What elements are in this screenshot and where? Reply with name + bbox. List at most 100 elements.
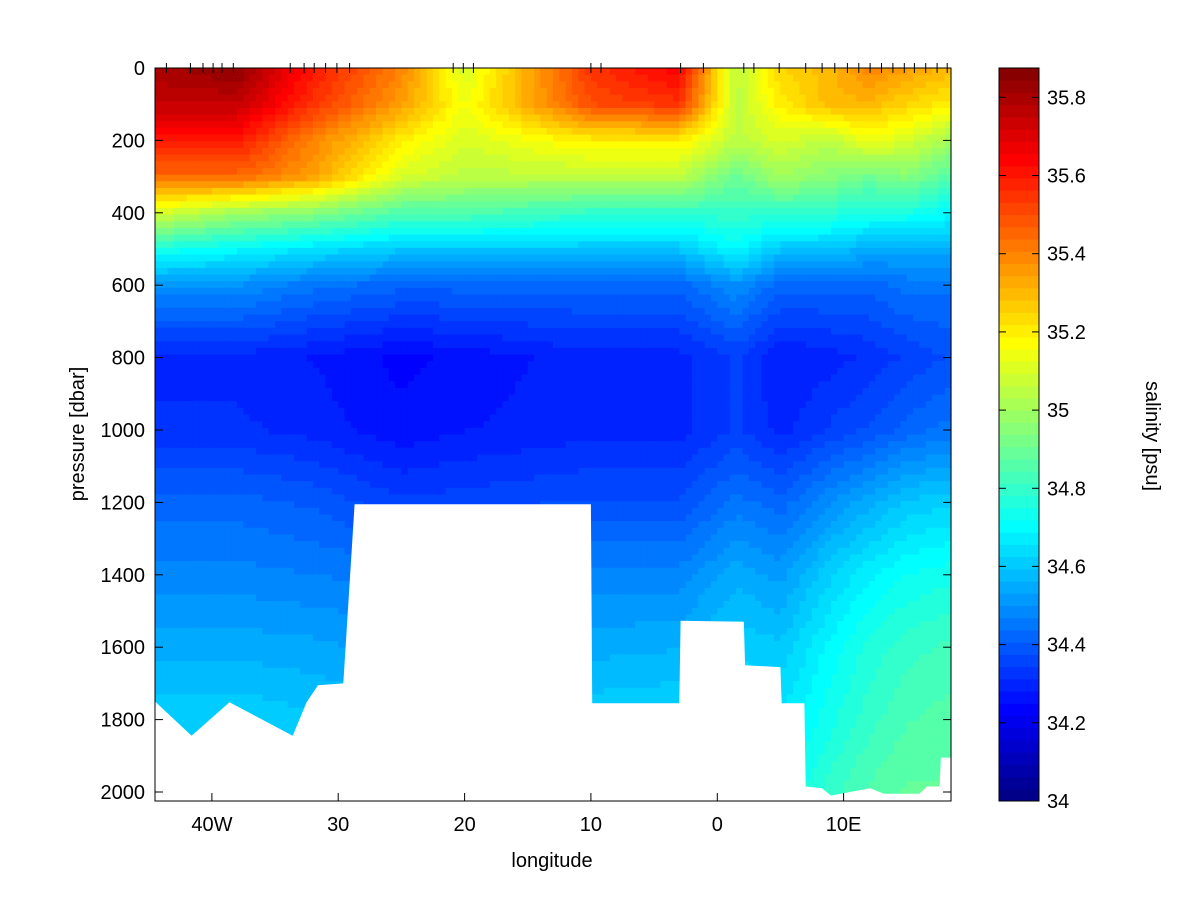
salinity-cell [388,267,396,276]
salinity-cell [609,94,617,102]
salinity-cell [748,294,756,302]
salinity-cell [553,194,560,202]
salinity-cell [306,94,314,102]
salinity-cell [818,147,826,156]
salinity-cell [256,154,263,162]
salinity-cell [483,241,491,249]
salinity-cell [654,181,661,189]
salinity-cell [862,221,870,229]
salinity-cell [590,321,598,329]
salinity-cell [458,321,466,329]
salinity-cell [249,74,257,82]
salinity-cell [180,287,188,296]
salinity-cell [812,174,819,182]
salinity-cell [710,121,718,129]
salinity-cell [338,301,346,309]
salinity-cell [186,294,194,302]
salinity-cell [774,227,782,236]
salinity-cell [287,247,295,256]
salinity-cell [458,87,466,96]
salinity-cell [199,327,207,336]
salinity-cell [312,134,320,142]
salinity-cell [628,314,636,322]
salinity-cell [527,167,535,176]
salinity-cell [849,267,857,276]
salinity-cell [237,114,245,122]
salinity-cell [830,181,838,189]
salinity-cell [515,94,523,102]
salinity-cell [192,187,200,196]
salinity-cell [755,147,763,156]
salinity-cell [470,101,478,109]
salinity-cell [401,321,409,329]
salinity-cell [628,241,636,249]
salinity-cell [546,214,554,222]
salinity-cell [919,94,927,102]
salinity-cell [553,114,560,122]
salinity-cell [691,74,699,82]
salinity-cell [464,127,472,136]
salinity-cell [407,214,415,222]
salinity-cell [698,201,706,209]
salinity-cell [748,81,756,89]
salinity-cell [230,121,238,129]
salinity-cell [685,181,693,189]
salinity-cell [363,101,371,109]
salinity-cell [275,294,282,302]
salinity-cell [489,247,497,256]
salinity-cell [856,121,864,129]
salinity-cell [647,267,655,276]
salinity-cell [553,214,560,222]
salinity-cell [262,147,270,156]
salinity-cell [685,114,693,122]
salinity-cell [900,301,908,309]
salinity-cell [729,307,737,316]
salinity-cell [723,181,731,189]
salinity-cell [312,301,320,309]
salinity-cell [723,134,731,142]
salinity-cell [331,254,339,262]
salinity-cell [451,321,459,329]
salinity-cell [729,134,737,142]
salinity-cell [565,167,573,176]
salinity-cell [218,87,226,96]
salinity-cell [805,227,813,236]
salinity-cell [704,207,712,216]
salinity-cell [723,214,731,222]
salinity-cell [571,81,579,89]
salinity-cell [799,134,807,142]
salinity-cell [824,187,832,196]
salinity-cell [932,161,939,169]
salinity-cell [673,167,680,176]
salinity-cell [710,261,718,269]
salinity-cell [666,247,674,256]
salinity-cell [742,87,750,96]
salinity-cell [161,207,169,216]
salinity-cell [856,74,864,82]
salinity-cell [786,214,794,222]
salinity-cell [786,201,794,209]
salinity-cell [382,81,390,89]
salinity-cell [805,127,813,136]
salinity-cell [470,314,478,322]
salinity-cell [357,221,365,229]
salinity-cell [268,194,276,202]
salinity-cell [622,107,630,116]
salinity-cell [426,294,434,302]
salinity-cell [363,121,371,129]
salinity-cell [205,121,213,129]
salinity-cell [944,174,952,182]
salinity-cell [830,141,838,149]
salinity-cell [862,114,870,122]
salinity-cell [559,201,567,209]
salinity-cell [287,121,295,129]
salinity-cell [224,121,232,129]
salinity-cell [395,194,402,202]
salinity-cell [906,107,914,116]
salinity-cell [376,254,384,262]
salinity-cell [635,207,643,216]
salinity-cell [635,187,643,196]
salinity-cell [938,147,946,156]
salinity-cell [609,194,617,202]
salinity-cell [925,134,933,142]
